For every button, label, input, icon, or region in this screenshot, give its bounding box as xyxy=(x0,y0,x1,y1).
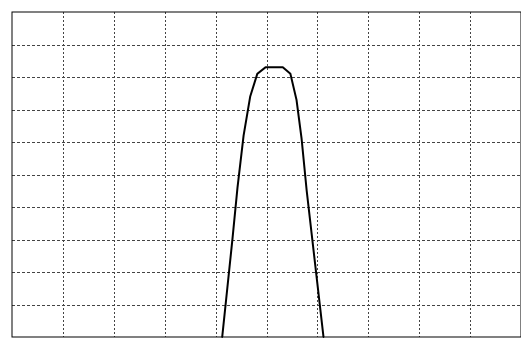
series-layer xyxy=(221,66,325,338)
grid xyxy=(12,12,521,337)
plot-frame xyxy=(11,11,521,338)
series-line-1 xyxy=(221,66,325,338)
